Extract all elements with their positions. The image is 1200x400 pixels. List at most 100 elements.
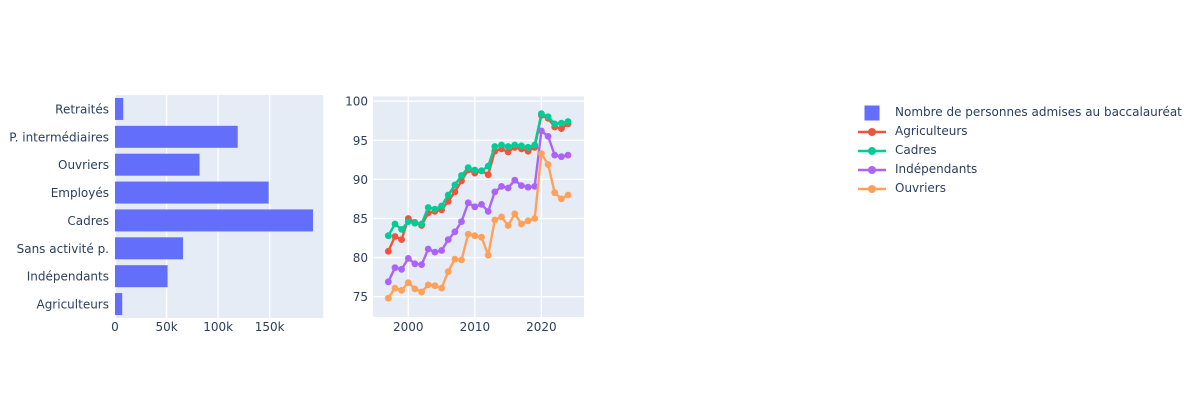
data-point-cadres[interactable] [391,220,399,228]
data-point-ouvriers[interactable] [464,230,472,238]
data-point-cadres[interactable] [451,181,459,189]
data-point-independants[interactable] [438,247,445,254]
data-point-ouvriers[interactable] [504,222,512,229]
data-point-ouvriers[interactable] [544,161,552,168]
data-point-independants[interactable] [391,264,399,272]
data-point-agriculteurs[interactable] [398,236,405,244]
data-point-independants[interactable] [564,151,572,159]
data-point-cadres[interactable] [544,113,552,121]
data-point-ouvriers[interactable] [398,287,405,294]
bar[interactable] [115,265,168,288]
data-point-ouvriers[interactable] [531,215,539,222]
data-point-cadres[interactable] [458,172,465,179]
data-point-independants[interactable] [498,183,505,190]
data-point-independants[interactable] [424,245,432,253]
data-point-cadres[interactable] [558,119,565,127]
data-point-independants[interactable] [518,182,525,190]
legend-item[interactable]: Nombre de personnes admises au baccalaur… [856,103,1182,122]
data-point-independants[interactable] [411,260,419,268]
data-point-cadres[interactable] [384,232,392,240]
data-point-agriculteurs[interactable] [451,188,459,196]
data-point-ouvriers[interactable] [558,195,565,203]
data-point-ouvriers[interactable] [444,268,452,275]
data-point-cadres[interactable] [518,142,525,150]
data-point-cadres[interactable] [491,143,499,150]
data-point-ouvriers[interactable] [424,281,432,289]
data-point-independants[interactable] [451,228,459,236]
bar[interactable] [115,125,238,148]
data-point-ouvriers[interactable] [511,210,519,218]
data-point-cadres[interactable] [431,205,439,213]
data-point-cadres[interactable] [478,167,485,175]
legend-item[interactable]: Ouvriers [856,179,1182,198]
bar[interactable] [115,181,269,204]
data-point-ouvriers[interactable] [438,284,445,292]
data-point-agriculteurs[interactable] [484,171,492,179]
data-point-cadres[interactable] [511,141,519,149]
data-point-ouvriers[interactable] [471,232,479,240]
data-point-cadres[interactable] [498,141,505,149]
data-point-independants[interactable] [444,236,452,244]
data-point-cadres[interactable] [471,166,479,174]
data-point-cadres[interactable] [398,226,405,233]
data-point-independants[interactable] [524,183,532,191]
data-point-independants[interactable] [418,261,425,268]
data-point-independants[interactable] [504,184,512,192]
data-point-independants[interactable] [404,255,412,262]
data-point-ouvriers[interactable] [538,150,545,158]
legend-item[interactable]: Indépendants [856,160,1182,179]
data-point-independants[interactable] [511,176,519,184]
data-point-cadres[interactable] [564,118,572,125]
data-point-independants[interactable] [478,201,485,208]
bar[interactable] [115,153,200,176]
data-point-cadres[interactable] [524,143,532,151]
data-point-cadres[interactable] [424,204,432,211]
data-point-independants[interactable] [464,199,472,207]
data-point-cadres[interactable] [551,120,559,128]
data-point-independants[interactable] [491,188,499,196]
data-point-ouvriers[interactable] [524,217,532,225]
data-point-independants[interactable] [484,208,492,215]
data-point-independants[interactable] [431,248,439,256]
data-point-independants[interactable] [558,153,565,161]
data-point-independants[interactable] [384,278,392,286]
data-point-ouvriers[interactable] [491,216,499,224]
data-point-cadres[interactable] [438,202,445,210]
data-point-cadres[interactable] [464,164,472,172]
data-point-cadres[interactable] [444,191,452,199]
data-point-ouvriers[interactable] [431,282,439,290]
data-point-ouvriers[interactable] [411,285,419,293]
bar[interactable] [115,293,123,316]
legend-item[interactable]: Agriculteurs [856,122,1182,141]
data-point-agriculteurs[interactable] [558,125,565,132]
data-point-ouvriers[interactable] [484,251,492,259]
data-point-ouvriers[interactable] [384,294,392,302]
bar[interactable] [115,97,124,120]
data-point-ouvriers[interactable] [391,284,399,292]
data-point-cadres[interactable] [418,220,425,228]
data-point-independants[interactable] [531,183,539,190]
series-line-ouvriers[interactable] [387,152,570,300]
data-point-agriculteurs[interactable] [504,148,512,156]
data-point-independants[interactable] [398,265,405,273]
data-point-cadres[interactable] [484,162,492,170]
data-point-independants[interactable] [551,151,559,159]
data-point-cadres[interactable] [404,218,412,226]
data-point-ouvriers[interactable] [478,233,485,241]
data-point-agriculteurs[interactable] [391,233,399,240]
data-point-cadres[interactable] [411,219,419,227]
bar[interactable] [115,209,313,232]
data-point-ouvriers[interactable] [564,191,572,199]
data-point-ouvriers[interactable] [404,279,412,286]
legend-item[interactable]: Cadres [856,141,1182,160]
bar[interactable] [115,237,184,260]
data-point-independants[interactable] [471,203,479,211]
data-point-independants[interactable] [458,218,465,226]
data-point-ouvriers[interactable] [551,189,559,197]
data-point-cadres[interactable] [531,141,539,149]
data-point-cadres[interactable] [504,143,512,150]
data-point-independants[interactable] [544,133,552,140]
data-point-agriculteurs[interactable] [384,247,392,255]
data-point-ouvriers[interactable] [418,288,425,296]
data-point-ouvriers[interactable] [458,256,465,264]
